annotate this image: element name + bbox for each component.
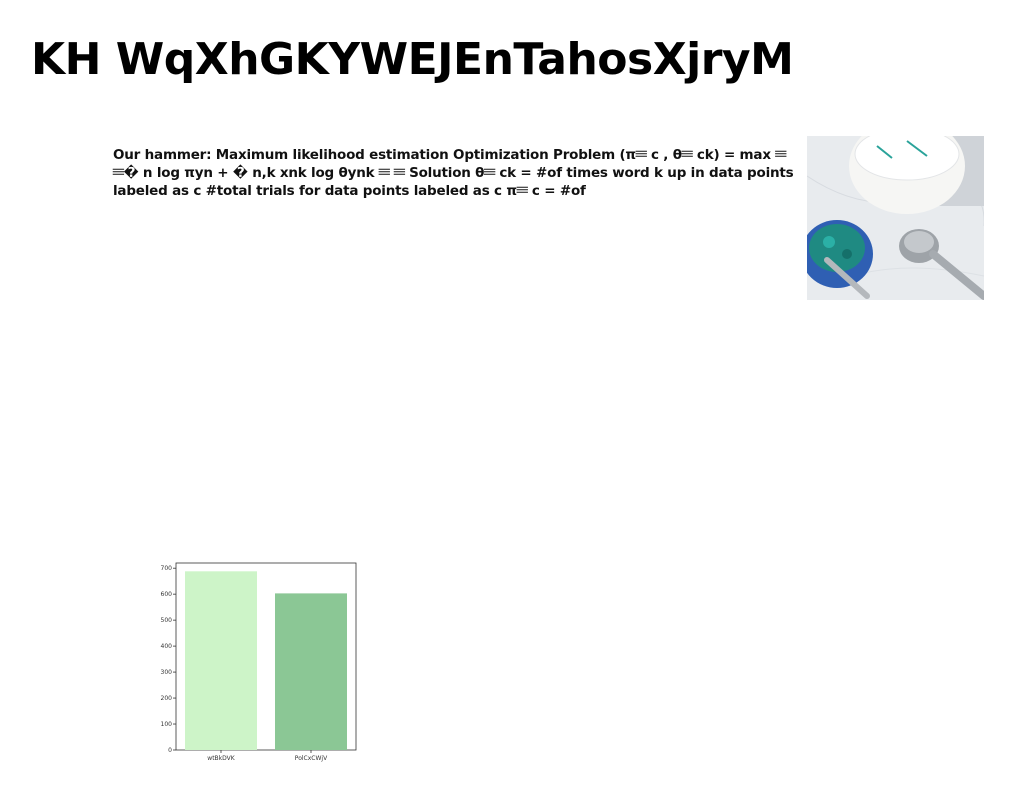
- y-tick-label: 300: [161, 669, 173, 676]
- y-tick-label: 200: [161, 695, 173, 702]
- bar: [275, 593, 347, 750]
- bar-chart-svg: 0 100 200 300 400 500 600 700 wtBkDVK PolCxCWjV: [161, 562, 357, 762]
- y-tick-label: 400: [161, 643, 173, 650]
- body-text: Our hammer: Maximum likelihood estimatio…: [113, 147, 794, 199]
- x-tick-label: PolCxCWjV: [295, 755, 328, 762]
- plot-frame: [175, 562, 357, 751]
- y-tick-label: 500: [161, 617, 173, 624]
- bar: [185, 571, 257, 750]
- page-title: KH WqXhGKYWEJEnTahosXjryM: [31, 34, 794, 85]
- y-tick-label: 100: [161, 721, 173, 728]
- photo-image: [807, 136, 984, 300]
- x-tick-label: wtBkDVK: [207, 755, 235, 762]
- y-tick-label: 700: [161, 565, 173, 572]
- photo-icon: [807, 136, 984, 300]
- y-tick-label: 0: [168, 747, 172, 754]
- y-tick-label: 600: [161, 591, 173, 598]
- bar-chart: 0 100 200 300 400 500 600 700 wtBkDVK PolCxCWjV: [150, 555, 370, 770]
